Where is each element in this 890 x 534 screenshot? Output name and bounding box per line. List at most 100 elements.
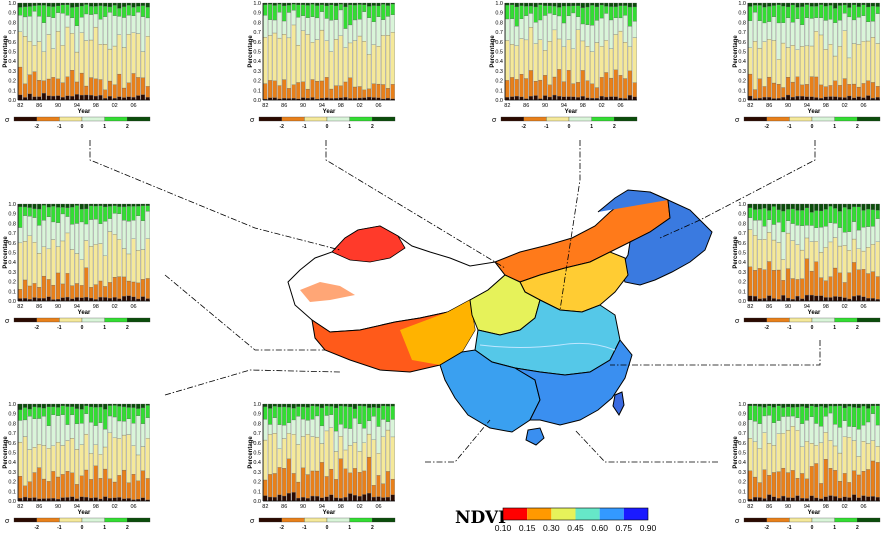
bar-segment-top-3-1985-class5 — [519, 2, 524, 6]
bar-segment-top-1-2001-class4 — [107, 6, 113, 13]
bar-segment-top-2-2003-class1 — [362, 89, 367, 98]
bar-segment-mid-left-2004-class5 — [121, 203, 127, 207]
y-tick-label: 0.0 — [253, 98, 261, 104]
bar-segment-bottom-3-1997-class3 — [818, 426, 824, 443]
bar-segment-bottom-3-1982-class1 — [748, 470, 753, 500]
bar-segment-mid-left-1988-class0 — [46, 296, 51, 302]
bar-segment-mid-left-1998-class5 — [93, 203, 98, 207]
bar-segment-bottom-1-2000-class4 — [103, 408, 108, 430]
bar-segment-top-3-2007-class1 — [623, 78, 628, 99]
y-tick-label: 0.3 — [8, 470, 16, 476]
bar-segment-mid-right-1997-class3 — [818, 227, 824, 253]
bar-segment-top-2-1999-class5 — [343, 2, 348, 7]
x-tick-label: 02 — [599, 103, 605, 109]
bar-segment-top-3-1984-class1 — [514, 79, 519, 97]
bar-segment-top-4-1995-class2 — [809, 45, 814, 77]
bar-segment-mid-right-2000-class1 — [833, 267, 838, 297]
bar-segment-mid-left-1997-class1 — [88, 287, 94, 299]
bar-segment-bottom-3-1991-class0 — [790, 497, 795, 502]
bar-segment-bottom-2-1986-class2 — [282, 438, 287, 469]
bar-segment-mid-left-1983-class3 — [22, 215, 28, 242]
bar-segment-mid-right-2004-class1 — [851, 262, 857, 297]
bar-segment-top-4-1994-class1 — [804, 84, 810, 97]
sigma-color-5 — [372, 116, 396, 122]
bar-segment-bottom-3-1995-class1 — [809, 466, 814, 497]
bar-segment-bottom-3-2003-class4 — [847, 406, 852, 427]
bar-segment-bottom-1-1996-class0 — [84, 497, 89, 502]
bar-segment-top-3-2008-class5 — [627, 2, 633, 8]
bar-segment-mid-left-1999-class5 — [98, 203, 103, 206]
bar-segment-top-1-1988-class3 — [46, 16, 51, 35]
x-tick-label: 06 — [860, 504, 866, 510]
bar-segment-top-1-2008-class1 — [140, 77, 146, 95]
bar-segment-top-4-2007-class5 — [866, 2, 871, 8]
bar-segment-top-1-1989-class5 — [51, 2, 56, 7]
bar-segment-top-1-1986-class1 — [37, 80, 42, 97]
bar-segment-bottom-1-1988-class4 — [46, 406, 51, 426]
bar-segment-bottom-2-1989-class1 — [296, 481, 301, 499]
sigma-symbol: σ — [5, 518, 10, 525]
bar-segment-mid-left-1982-class5 — [18, 203, 23, 207]
bar-segment-bottom-1-1986-class5 — [37, 403, 42, 408]
bar-segment-top-4-1996-class4 — [814, 6, 819, 18]
bar-segment-mid-right-1991-class3 — [790, 223, 795, 241]
bar-segment-bottom-3-1982-class5 — [748, 403, 753, 406]
bar-segment-mid-left-1986-class5 — [37, 203, 42, 210]
bar-segment-top-3-2006-class4 — [618, 5, 623, 19]
y-tick-label: 0.6 — [253, 441, 261, 447]
y-tick-label: 0.4 — [8, 260, 16, 266]
bar-segment-bottom-1-2008-class1 — [140, 470, 146, 498]
bar-segment-bottom-3-2002-class1 — [842, 473, 847, 498]
bar-segment-mid-right-1983-class4 — [752, 209, 758, 221]
bar-segment-top-4-1988-class2 — [776, 59, 781, 85]
bar-segment-mid-right-2005-class5 — [856, 203, 861, 207]
bar-segment-bottom-3-1990-class2 — [785, 429, 791, 473]
bar-segment-top-1-2007-class3 — [136, 11, 141, 34]
bar-segment-mid-right-1994-class0 — [804, 294, 810, 302]
bar-segment-bottom-2-2007-class1 — [381, 483, 386, 498]
bar-segment-top-2-1988-class3 — [291, 10, 296, 26]
bar-segment-bottom-1-2007-class4 — [136, 408, 141, 416]
bar-segment-bottom-2-2008-class2 — [385, 429, 391, 472]
bar-segment-mid-right-2001-class0 — [837, 296, 843, 302]
bar-segment-bottom-2-1982-class3 — [263, 419, 268, 441]
x-tick-label: 06 — [130, 504, 136, 510]
bar-segment-bottom-2-1995-class5 — [324, 403, 329, 407]
histogram-panel-top-1: 0.00.10.20.30.40.50.60.70.80.91.0Percent… — [3, 1, 151, 130]
bar-segment-mid-left-1993-class2 — [70, 249, 75, 286]
bar-segment-bottom-2-1996-class5 — [329, 403, 334, 407]
y-axis-label: Percentage — [490, 35, 496, 68]
bar-segment-top-1-2004-class1 — [121, 87, 127, 98]
bar-segment-top-3-2002-class1 — [599, 77, 604, 97]
sigma-color-1 — [523, 116, 547, 122]
bar-segment-mid-left-2006-class2 — [131, 238, 136, 283]
x-tick-label: 02 — [112, 103, 118, 109]
bar-segment-bottom-3-2005-class5 — [856, 403, 861, 408]
bar-segment-top-1-1982-class0 — [18, 94, 23, 101]
sigma-tick-label: 1 — [833, 124, 836, 130]
bar-segment-bottom-2-1989-class3 — [296, 416, 301, 445]
bar-segment-bottom-3-1982-class4 — [748, 405, 753, 420]
bar-segment-bottom-3-1999-class3 — [828, 412, 833, 441]
bar-segment-bottom-1-2002-class3 — [112, 416, 117, 438]
bar-segment-mid-left-1985-class0 — [32, 297, 37, 302]
bar-segment-mid-left-2000-class3 — [103, 221, 108, 256]
bar-segment-top-4-2000-class5 — [833, 2, 838, 9]
bar-segment-bottom-2-1986-class3 — [282, 424, 287, 439]
bar-segment-bottom-1-2001-class4 — [107, 405, 113, 417]
bar-segment-top-1-1991-class2 — [60, 45, 65, 83]
bar-segment-top-3-2008-class1 — [627, 70, 633, 96]
y-tick-label: 0.9 — [253, 11, 261, 17]
sigma-symbol: σ — [735, 117, 740, 124]
bar-segment-top-1-1995-class4 — [79, 5, 84, 18]
sigma-color-3 — [326, 116, 350, 122]
x-tick-label: 90 — [785, 103, 791, 109]
bar-segment-bottom-3-1986-class3 — [767, 415, 772, 444]
bar-segment-mid-right-1998-class0 — [823, 297, 828, 302]
bar-segment-top-3-2009-class1 — [632, 82, 637, 97]
bar-segment-bottom-3-1987-class4 — [771, 406, 777, 423]
bar-segment-top-3-1984-class2 — [514, 45, 519, 80]
map-west-dotted-edges — [300, 282, 355, 302]
bar-segment-mid-right-1991-class4 — [790, 208, 795, 224]
bar-segment-top-1-2000-class4 — [103, 6, 108, 17]
